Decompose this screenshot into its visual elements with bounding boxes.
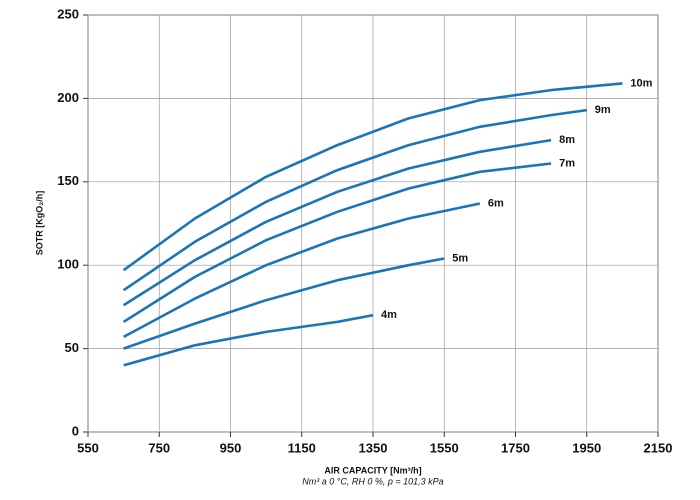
series-label: 5m — [452, 252, 468, 264]
series-label: 10m — [630, 77, 652, 89]
series-label: 8m — [559, 134, 575, 146]
series-line — [123, 313, 374, 367]
x-tick-label: 2150 — [644, 440, 673, 455]
x-tick-label: 1950 — [572, 440, 601, 455]
series-line — [122, 202, 481, 339]
series-label: 7m — [559, 157, 575, 169]
y-tick-label: 150 — [57, 173, 79, 188]
x-tick-label: 1550 — [430, 440, 459, 455]
series-line — [123, 257, 445, 350]
series-line — [122, 82, 623, 272]
series-line — [122, 108, 587, 292]
y-tick-label: 50 — [65, 340, 79, 355]
series-label: 4m — [381, 309, 397, 321]
x-tick-label: 1150 — [288, 440, 316, 455]
x-tick-label: 1350 — [359, 440, 388, 455]
x-axis-label: AIR CAPACITY [Nm³/h] — [324, 465, 421, 475]
series-label: 6m — [488, 197, 504, 209]
series-line — [122, 138, 552, 307]
x-tick-label: 750 — [148, 440, 170, 455]
y-axis-label: SOTR [KgO₂/h] — [34, 191, 44, 256]
y-tick-label: 200 — [57, 90, 79, 105]
y-tick-label: 0 — [72, 423, 79, 438]
y-tick-label: 250 — [57, 6, 79, 21]
x-axis-note: Nm³ a 0 °C, RH 0 %, p = 101,3 kPa — [302, 476, 443, 486]
x-tick-label: 550 — [77, 440, 99, 455]
y-tick-label: 100 — [57, 257, 79, 272]
series-label: 9m — [595, 104, 611, 116]
x-tick-label: 1750 — [501, 440, 530, 455]
series-line — [122, 162, 552, 323]
x-tick-label: 950 — [220, 440, 242, 455]
